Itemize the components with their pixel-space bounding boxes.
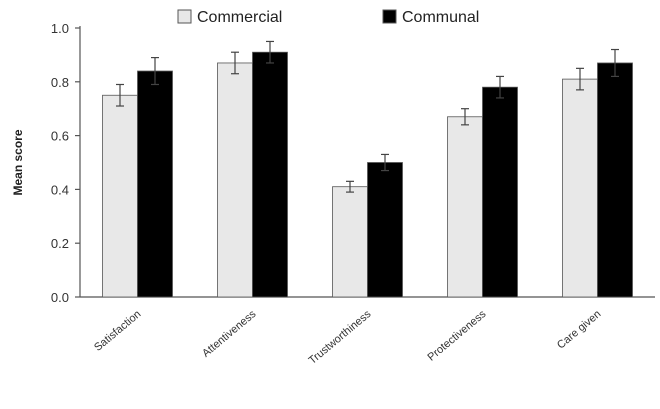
bar-communal-attentiveness [252,51,288,298]
y-axis-label: Mean score [11,129,25,195]
bar-communal-trustworthiness [367,162,403,298]
bar-communal-satisfaction [137,70,173,298]
bar-commercial-satisfaction [102,94,138,298]
legend-swatch-commercial [177,9,192,24]
bar-communal-protectiveness [482,86,518,298]
x-tick-label: Attentiveness [200,308,259,360]
legend-label-communal: Communal [402,9,479,26]
y-tick-label: 0.2 [51,236,69,251]
bar-commercial-care-given [562,78,598,298]
bar-communal-care-given [597,62,633,298]
x-tick-label: Protectiveness [425,308,488,364]
bar-commercial-protectiveness [447,116,483,298]
bar-commercial-trustworthiness [332,186,368,298]
bar-commercial-attentiveness [217,62,253,298]
x-tick-label: Trustworthiness [307,308,374,367]
y-tick-label: 1.0 [51,21,69,36]
y-tick-label: 0.4 [51,182,69,197]
legend-swatch-communal [382,9,397,24]
y-tick-label: 0.8 [51,75,69,90]
y-tick-label: 0.6 [51,129,69,144]
x-tick-label: Satisfaction [92,308,143,354]
x-tick-label: Care given [555,308,603,351]
y-tick-label: 0.0 [51,290,69,305]
legend-label-commercial: Commercial [197,9,282,26]
